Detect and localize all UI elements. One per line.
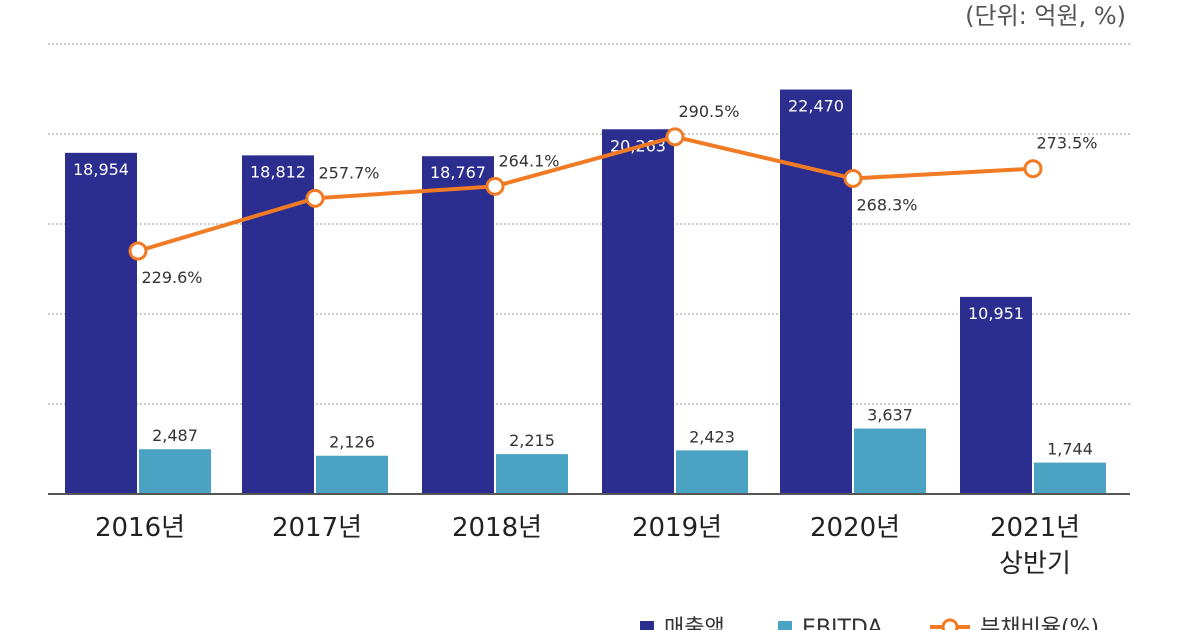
bar-ebitda [316,455,388,494]
bar-revenue [602,129,674,495]
bar-ebitda [496,454,568,494]
bar-revenue [780,89,852,494]
bar-revenue [65,152,137,494]
line-debt-ratio-label: 257.7% [318,163,379,182]
x-tick-label: 2021년 [990,513,1080,543]
line-debt-ratio-point [485,176,505,196]
bar-revenue-label: 10,951 [968,304,1024,323]
x-tick-label: 2017년 [272,513,362,543]
bar-ebitda-label: 2,126 [329,433,375,452]
bar-ebitda [1034,462,1106,494]
legend-marker [941,618,959,630]
legend-swatch [778,621,792,630]
line-debt-ratio [137,134,1034,253]
legend-swatch [640,621,654,630]
line-debt-ratio-label: 268.3% [856,195,917,214]
line-debt-ratio-point [1023,159,1043,179]
line-debt-ratio-label: 264.1% [498,151,559,170]
bar-ebitda-label: 1,744 [1047,440,1093,459]
bar-ebitda-label: 3,637 [867,406,913,425]
line-debt-ratio-label: 229.6% [141,268,202,287]
bar-ebitda [139,449,211,494]
line-debt-ratio-label: 273.5% [1036,134,1097,153]
line-debt-ratio-point [843,168,863,188]
x-tick-label: 상반기 [999,549,1071,579]
bar-revenue-label: 22,470 [788,97,844,116]
bar-revenue-label: 18,767 [430,163,486,182]
bar-ebitda-label: 2,215 [509,431,555,450]
bar-ebitda [854,428,926,494]
bar-revenue [242,155,314,494]
bar-ebitda [676,450,748,494]
x-tick-label: 2020년 [810,513,900,543]
x-tick-label: 2018년 [452,513,542,543]
line-debt-ratio-label: 290.5% [678,102,739,121]
bar-revenue-label: 18,812 [250,162,306,181]
bar-revenue [960,296,1032,494]
bar-ebitda-label: 2,423 [689,427,735,446]
line-debt-ratio-point [665,127,685,147]
x-tick-label: 2019년 [632,513,722,543]
line-debt-ratio-point [305,188,325,208]
unit-label: (단위: 억원, %) [965,2,1126,30]
bar-revenue-label: 18,954 [73,160,129,179]
legend-label: EBITDA [802,616,883,630]
bar-ebitda-label: 2,487 [152,426,198,445]
line-debt-ratio-point [128,241,148,261]
legend-label: 부채비율(%) [980,616,1099,630]
x-tick-label: 2016년 [95,513,185,543]
legend-label: 매출액 [664,616,725,630]
bar-revenue [422,156,494,494]
